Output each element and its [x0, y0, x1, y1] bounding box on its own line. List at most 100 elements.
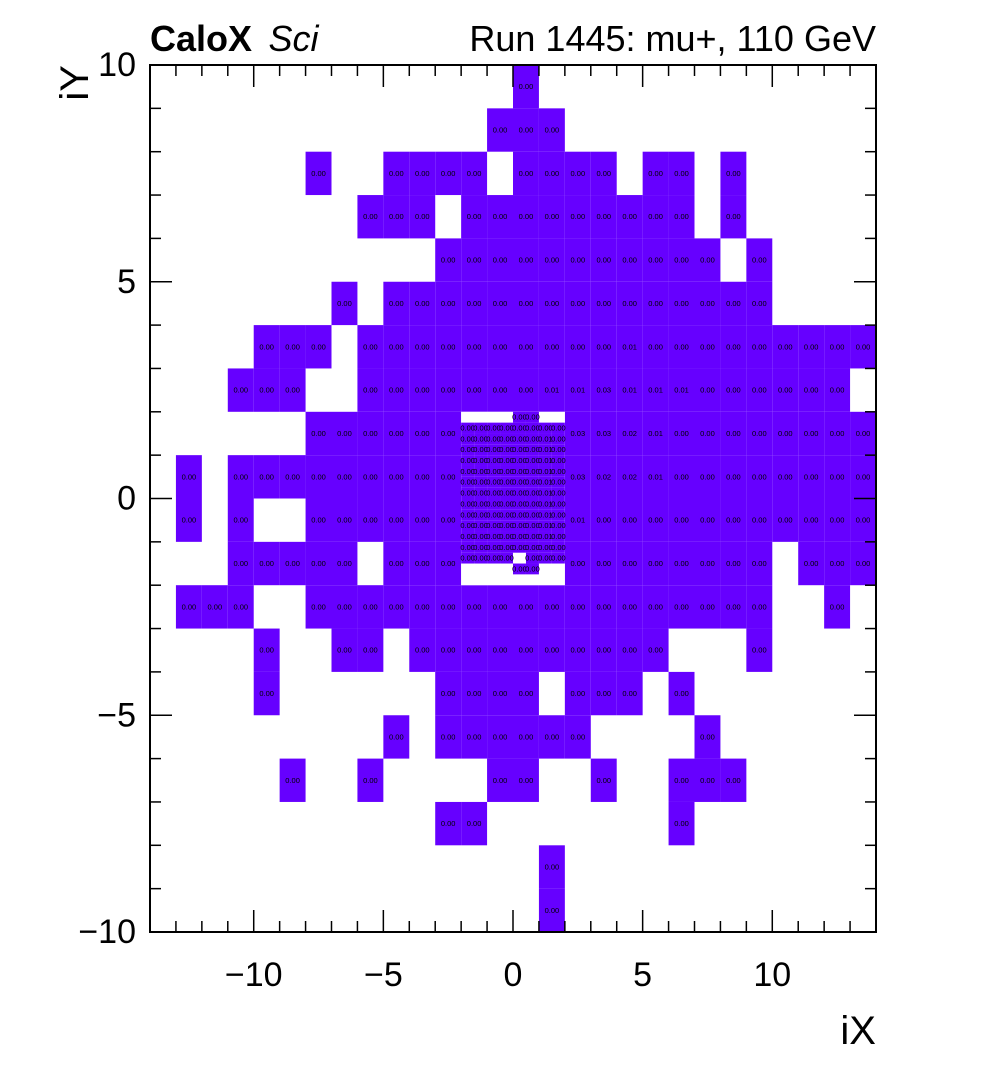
y-tick-label: 0	[117, 480, 136, 518]
cell-value-label: 0.00	[525, 478, 540, 487]
cell-value-label: 0.00	[648, 299, 663, 308]
heatmap-cell	[487, 433, 501, 445]
cell-value-label: 0.00	[473, 478, 488, 487]
cell-value-label: 0.00	[441, 602, 456, 611]
brand-suffix: Sci	[268, 18, 319, 59]
heatmap-cell	[500, 433, 513, 445]
heatmap-cell	[538, 465, 552, 477]
cell-value-label: 0.00	[512, 489, 527, 498]
heatmap-cell	[461, 509, 475, 521]
heatmap-cell	[850, 325, 876, 369]
cell-value-label: 0.00	[486, 532, 501, 541]
heatmap-cell	[538, 281, 565, 326]
cell-value-label: 0.00	[233, 516, 248, 525]
cell-value-label: 0.00	[467, 169, 482, 178]
cell-value-label: 0.00	[525, 532, 540, 541]
heatmap-cell	[331, 498, 358, 542]
cell-value-label: 0.00	[726, 776, 741, 785]
heatmap-cell	[461, 715, 488, 759]
cell-value-label: 0.00	[551, 543, 566, 552]
cell-value-label: 0.00	[648, 602, 663, 611]
cell-value-label: 0.00	[551, 456, 566, 465]
heatmap-cell	[538, 151, 565, 196]
cell-value-label: 0.00	[674, 559, 689, 568]
heatmap-cell	[720, 498, 747, 542]
cell-value-label: 0.00	[337, 429, 352, 438]
heatmap-cell	[668, 195, 695, 239]
heatmap-cell	[720, 195, 747, 239]
heatmap-cell	[409, 195, 436, 239]
heatmap-cell	[331, 585, 358, 629]
cell-value-label: 0.00	[726, 386, 741, 395]
heatmap-cell	[513, 476, 526, 488]
cell-value-label: 0.00	[648, 342, 663, 351]
heatmap-cell	[435, 238, 462, 282]
heatmap-cell	[850, 411, 876, 456]
heatmap-cell	[538, 487, 552, 499]
heatmap-cell	[513, 531, 526, 542]
heatmap-cell	[461, 801, 488, 846]
cell-value-label: 0.00	[622, 559, 637, 568]
heatmap-cell	[824, 368, 851, 412]
heatmap-cell	[305, 541, 332, 586]
cell-value-label: 0.00	[545, 256, 560, 265]
heatmap-cell	[668, 801, 695, 846]
heatmap-cell	[538, 108, 565, 152]
heatmap-cell	[487, 325, 513, 369]
cell-value-label: 0.00	[648, 646, 663, 655]
heatmap-cell	[824, 411, 851, 456]
heatmap-cell	[383, 411, 410, 456]
cell-value-label: 0.00	[441, 169, 456, 178]
heatmap-cell	[642, 498, 669, 542]
cell-value-label: 0.00	[499, 554, 514, 563]
cell-value-label: 0.00	[512, 543, 527, 552]
cell-value-label: 0.00	[441, 256, 456, 265]
heatmap-cell	[616, 498, 643, 542]
cell-value-label: 0.01	[538, 434, 553, 443]
heatmap-cell	[513, 487, 526, 499]
cell-value-label: 0.00	[674, 169, 689, 178]
cell-value-label: 0.00	[285, 559, 300, 568]
heatmap-cell	[474, 455, 488, 466]
heatmap-cell	[538, 455, 552, 466]
cell-value-label: 0.00	[512, 521, 527, 530]
heatmap-cell	[564, 585, 591, 629]
heatmap-cell	[279, 541, 306, 586]
cell-value-label: 0.00	[285, 342, 300, 351]
heatmap-cell	[746, 411, 773, 456]
cell-value-label: 0.01	[648, 429, 663, 438]
cell-value-label: 0.00	[571, 212, 586, 221]
cell-value-label: 0.00	[460, 510, 475, 519]
heatmap-cell	[461, 238, 488, 282]
heatmap-cell	[487, 628, 513, 672]
heatmap-cell	[694, 758, 721, 802]
cell-value-label: 0.00	[467, 212, 482, 221]
heatmap-cell	[590, 498, 617, 542]
heatmap-cell	[720, 541, 747, 586]
cell-value-label: 0.00	[622, 256, 637, 265]
cell-value-label: 0.00	[499, 521, 514, 530]
cell-value-label: 0.00	[700, 559, 715, 568]
heatmap-cell	[435, 151, 462, 196]
heatmap-cell	[513, 455, 526, 466]
heatmap-cell	[798, 455, 825, 499]
heatmap-cell	[538, 238, 565, 282]
heatmap-cell	[409, 151, 436, 196]
cell-value-label: 0.00	[493, 646, 508, 655]
heatmap-cell	[474, 509, 488, 521]
heatmap-cell	[461, 541, 475, 553]
cell-value-label: 0.00	[441, 689, 456, 698]
cell-value-label: 0.00	[467, 342, 482, 351]
cell-value-label: 0.00	[311, 169, 326, 178]
heatmap-cell	[357, 498, 384, 542]
heatmap-cell	[513, 715, 539, 759]
cell-value-label: 0.00	[486, 424, 501, 433]
heatmap-cell	[525, 455, 539, 466]
heatmap-cell	[487, 531, 501, 542]
heatmap-cell	[513, 585, 539, 629]
heatmap-cell	[525, 411, 539, 423]
cell-value-label: 0.00	[519, 386, 534, 395]
cell-value-label: 0.00	[512, 434, 527, 443]
cell-value-label: 0.00	[182, 472, 197, 481]
heatmap-cell	[564, 455, 591, 499]
